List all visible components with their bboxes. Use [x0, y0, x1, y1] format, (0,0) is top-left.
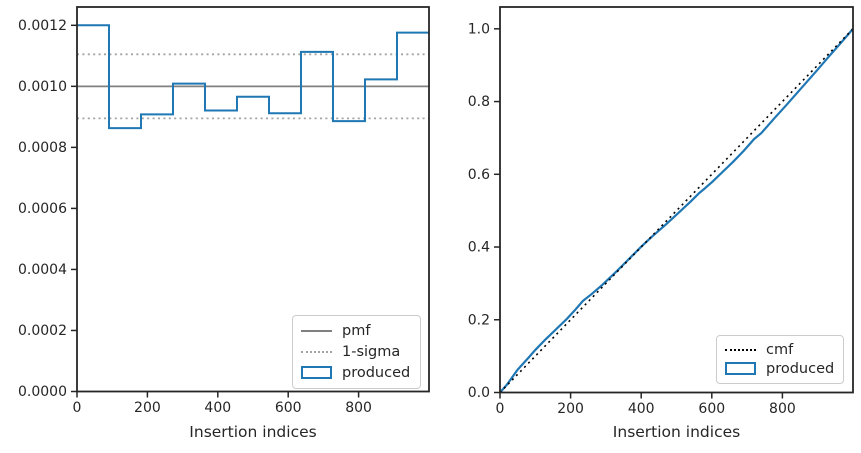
produced-rect-sample	[301, 366, 332, 380]
right-y-tick-label: 0.0	[468, 385, 490, 401]
legend-item-pmf: pmf	[301, 321, 408, 342]
left-y-tick-label: 0.0008	[18, 140, 67, 156]
left-y-tick-label: 0.0006	[18, 201, 67, 217]
left-y-tick-label: 0.0004	[18, 262, 67, 278]
left-x-tick-label: 400	[204, 400, 231, 416]
legend-item-1-sigma: 1-sigma	[301, 342, 408, 363]
left-x-tick-label: 600	[275, 400, 302, 416]
left-y-tick-label: 0.0000	[18, 384, 67, 400]
legend-label-produced-left: produced	[342, 364, 411, 381]
right-y-tick-label: 0.2	[468, 312, 490, 328]
left-spines	[76, 6, 430, 393]
legend-label-cmf: cmf	[766, 342, 794, 359]
right-spines	[499, 6, 854, 394]
legend-label-pmf: pmf	[342, 323, 371, 340]
right-axes: 0 200 400 600 800 0.0 0.2 0.4 0.6 0.8 1.0	[468, 6, 854, 417]
left-x-tick-label: 0	[73, 400, 82, 416]
right-x-tick-label: 200	[557, 401, 584, 417]
right-x-tick-label: 800	[769, 401, 796, 417]
legend-item-cmf: cmf	[725, 341, 831, 360]
right-x-tick-label: 600	[698, 401, 725, 417]
right-y-tick-label: 0.6	[468, 167, 490, 183]
pmf-line-sample	[301, 330, 332, 333]
legend-label-1-sigma: 1-sigma	[342, 344, 401, 360]
cmf-line-sample	[725, 349, 756, 352]
right-y-tick-label: 1.0	[468, 21, 490, 37]
legend-label-produced-right: produced	[766, 360, 835, 377]
left-xaxis-label: Insertion indices	[189, 423, 317, 441]
produced-curve	[499, 28, 854, 394]
left-y-tick-label: 0.0012	[18, 18, 67, 34]
legend-item-produced-right: produced	[725, 360, 835, 379]
right-x-tick-label: 400	[628, 401, 655, 417]
left-y-tick-label: 0.0010	[18, 79, 67, 95]
left-axes: 0 200 400 600 800 0.0000 0.0002 0.0004 0.0006 0.0…	[18, 6, 430, 416]
left-x-tick-label: 200	[134, 400, 161, 416]
left-y-tick-label: 0.0002	[18, 323, 67, 339]
right-y-tick-label: 0.8	[468, 94, 490, 110]
right-xaxis-label: Insertion indices	[612, 423, 741, 441]
pmf-legend: pmf 1-sigma produced	[292, 315, 421, 389]
produced-histogram-step	[77, 24, 429, 130]
cmf-legend: cmf produced	[716, 335, 844, 384]
sigma-line-sample	[301, 351, 332, 353]
right-y-tick-label: 0.4	[468, 240, 490, 256]
produced-rect-sample	[725, 362, 756, 376]
legend-item-produced-left: produced	[301, 362, 411, 383]
left-x-tick-label: 800	[345, 400, 372, 416]
right-x-tick-label: 0	[496, 401, 505, 417]
